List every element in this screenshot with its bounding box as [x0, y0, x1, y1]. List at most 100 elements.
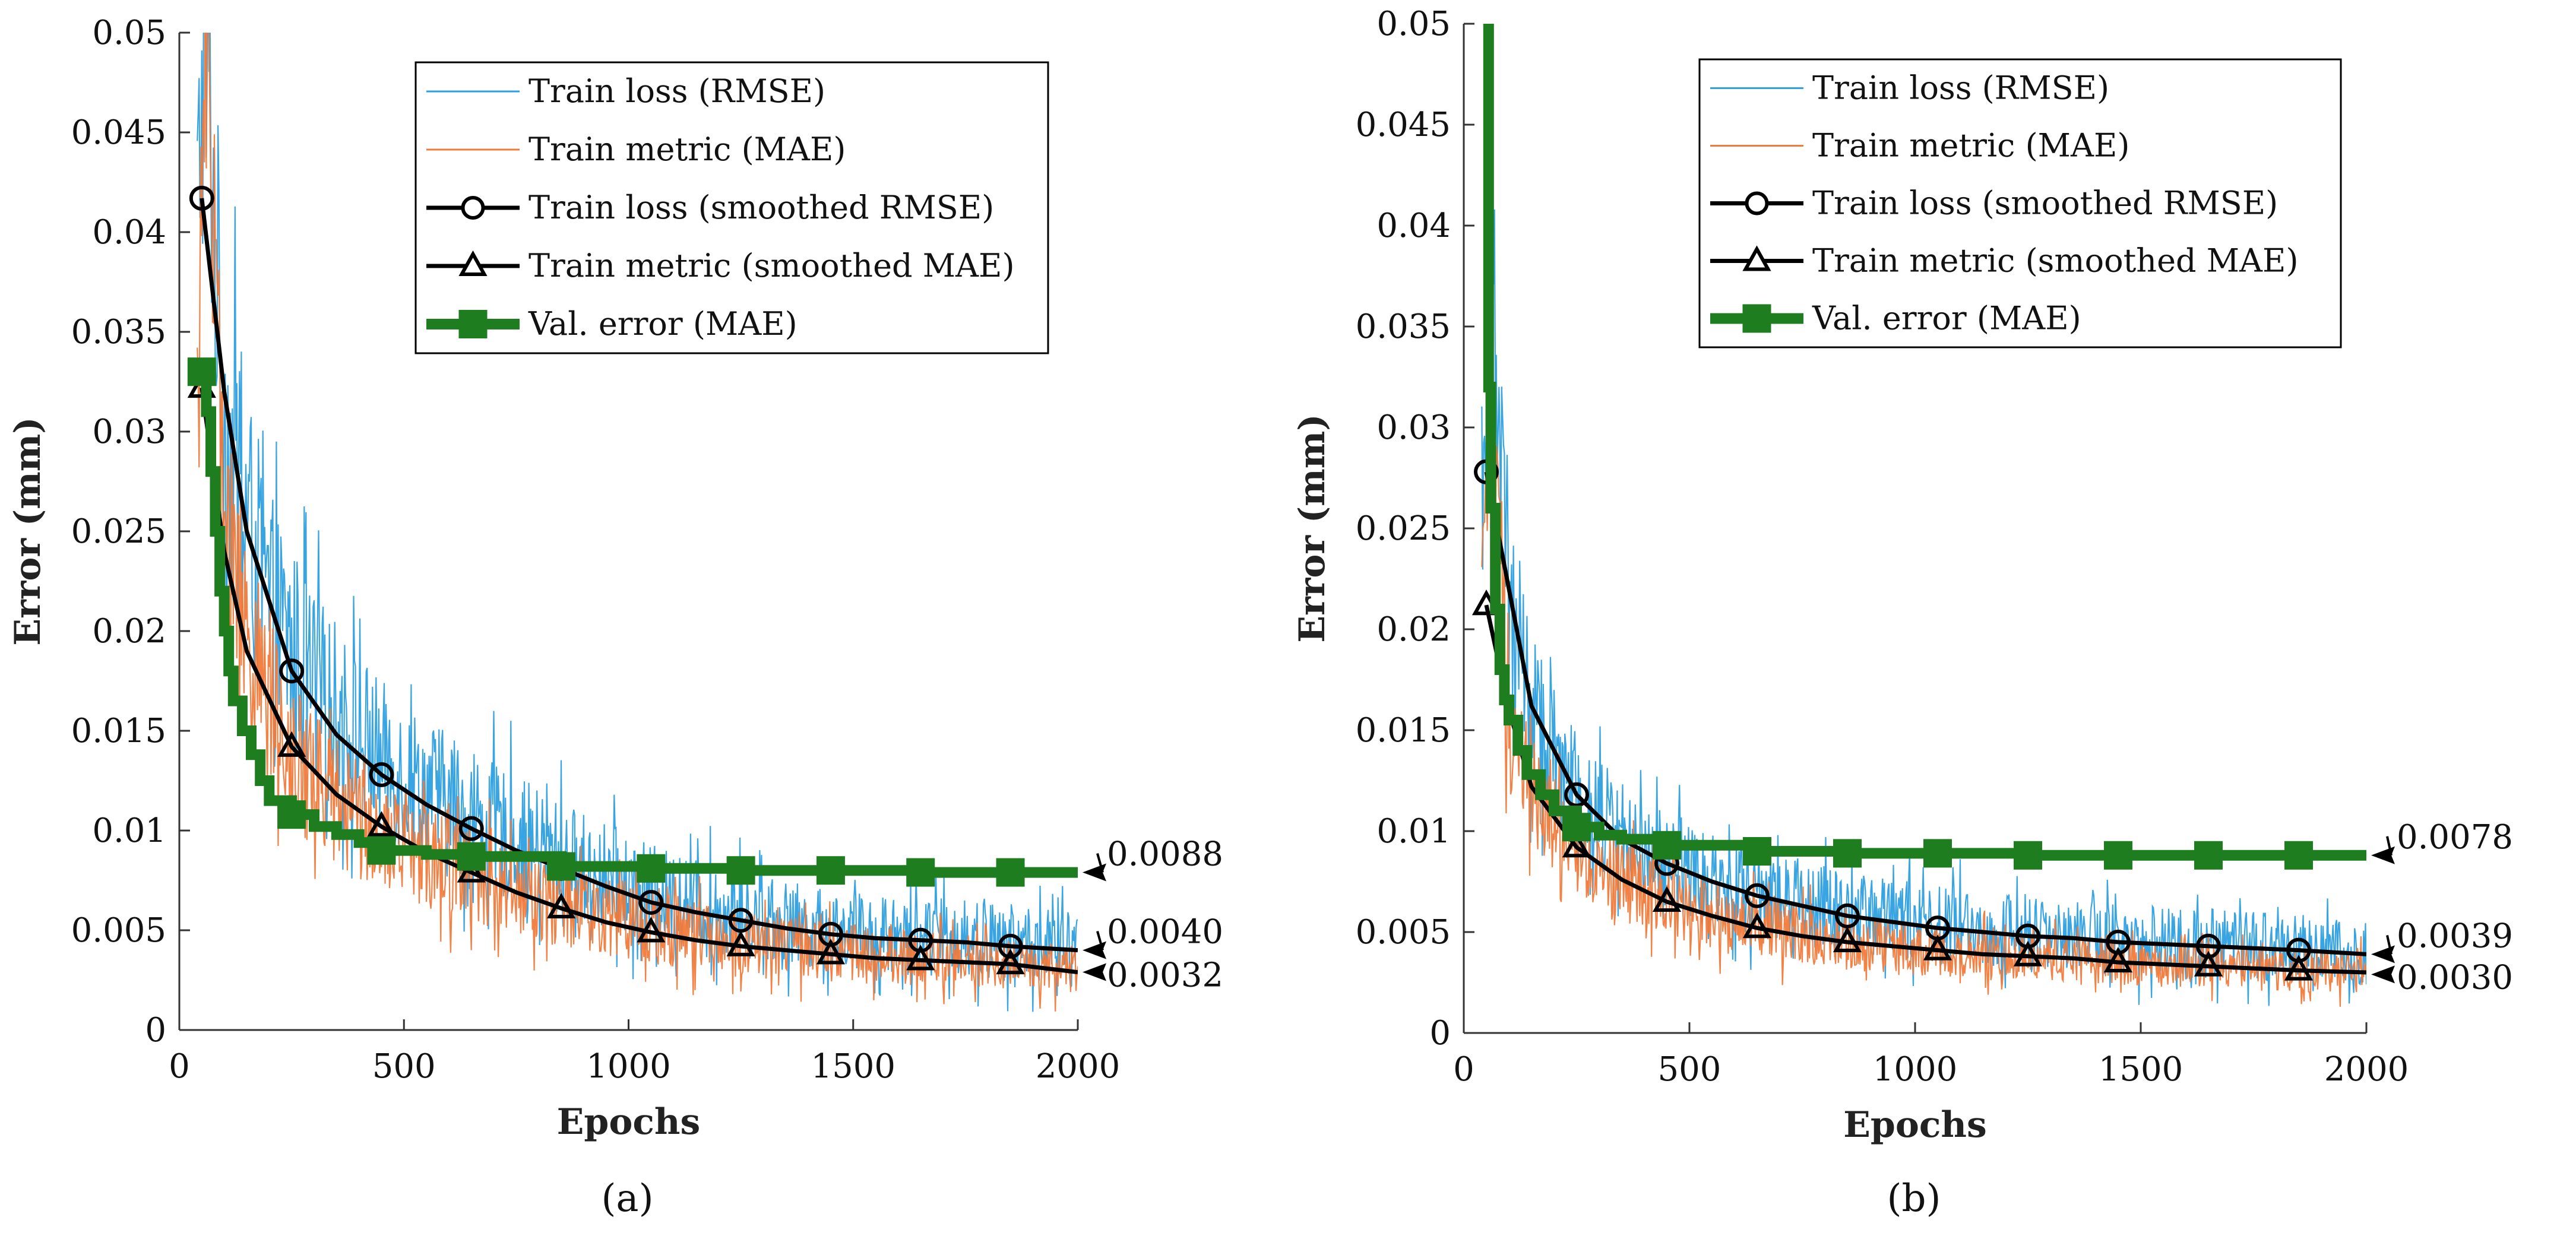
marker-square — [637, 854, 666, 883]
annotation-arrowhead — [2371, 965, 2395, 984]
marker-square — [2284, 841, 2313, 870]
y-tick-label: 0.005 — [71, 911, 166, 950]
annotation-label: 0.0088 — [1107, 835, 1223, 874]
marker-triangle — [2194, 950, 2223, 977]
annotation-label: 0.0032 — [1107, 956, 1223, 995]
x-axis-label: Epochs — [557, 1101, 701, 1143]
legend-box — [414, 61, 1049, 354]
annotation-arrowhead — [1083, 941, 1106, 959]
x-tick-label: 1500 — [2099, 1050, 2183, 1089]
y-tick-label: 0.045 — [71, 113, 166, 152]
plot-area — [1471, 24, 2366, 1007]
marker-circle — [279, 658, 305, 684]
panel-caption: (b) — [1887, 1177, 1941, 1221]
marker-circle — [189, 185, 214, 211]
y-tick-label: 0.01 — [92, 812, 166, 850]
marker-triangle — [2013, 940, 2043, 966]
marker-square — [1743, 837, 1771, 866]
series-line-train-loss-rmse — [1481, 188, 2366, 1006]
x-tick-label: 0 — [169, 1047, 190, 1086]
series-line-train-metric-smoothed-mae — [1484, 604, 2366, 975]
marker-square — [187, 357, 216, 386]
legend-marker-square — [1742, 304, 1771, 333]
x-tick-label: 2000 — [1036, 1047, 1121, 1086]
annotation-label: 0.0078 — [2397, 818, 2513, 857]
series-line-train-metric-mae — [1481, 276, 2366, 1007]
series-line-train-metric-smoothed-mae — [200, 387, 1078, 975]
marker-triangle — [906, 945, 935, 971]
legend-marker-square — [458, 310, 488, 338]
plot-area — [187, 33, 1078, 1012]
y-tick-label: 0.015 — [1356, 711, 1451, 750]
y-tick-label: 0.05 — [92, 14, 166, 52]
legend-label: Train metric (smoothed MAE) — [529, 247, 1015, 284]
marker-square — [816, 856, 845, 885]
marker-circle — [638, 889, 664, 915]
legend-marker-circle — [1745, 191, 1769, 215]
marker-square — [547, 852, 576, 881]
annotation-label: 0.0030 — [2397, 958, 2513, 997]
x-axis-label: Epochs — [1843, 1104, 1987, 1146]
marker-triangle — [637, 917, 666, 943]
legend: Train loss (RMSE) Train metric (MAE) Train… — [1698, 58, 2342, 348]
y-tick-label: 0 — [145, 1011, 166, 1050]
series-line-train-loss-smoothed-rmse — [200, 198, 1078, 953]
legend-marker-triangle — [458, 250, 488, 276]
panel-a: 0 0.005 0.01 0.015 0.02 0.025 0.03 0.035 0.04 0.0… — [7, 14, 1223, 1221]
y-tick-label: 0 — [1429, 1014, 1451, 1053]
y-tick-label: 0.015 — [71, 712, 166, 750]
marker-triangle — [1742, 912, 1772, 939]
x-tick-label: 2000 — [2324, 1050, 2409, 1089]
annotation-arrowhead — [2371, 945, 2395, 964]
legend-marker-circle — [461, 196, 485, 220]
y-tick-label: 0.04 — [92, 213, 166, 252]
y-tick-label: 0.025 — [1356, 509, 1451, 548]
panel-b: 0 0.005 0.01 0.015 0.02 0.025 0.03 0.035 0.04 0.0… — [1292, 5, 2513, 1221]
marker-triangle — [996, 948, 1025, 975]
marker-square — [1923, 839, 1952, 868]
marker-triangle — [1833, 926, 1862, 952]
marker-square — [1562, 813, 1591, 842]
x-tick-label: 1000 — [586, 1047, 671, 1086]
legend-marker-triangle — [1742, 245, 1771, 271]
y-tick-label: 0.01 — [1376, 812, 1451, 851]
marker-square — [906, 858, 935, 887]
legend-label: Train loss (smoothed RMSE) — [529, 189, 994, 226]
marker-circle — [1835, 903, 1860, 928]
series-line-train-loss-smoothed-rmse — [1484, 471, 2366, 956]
y-tick-label: 0.02 — [1376, 610, 1451, 649]
legend-label: Train metric (MAE) — [1812, 127, 2129, 164]
marker-triangle — [367, 811, 396, 837]
marker-square — [2014, 841, 2042, 870]
y-tick-label: 0.03 — [92, 413, 166, 451]
marker-triangle — [1923, 934, 1952, 961]
marker-triangle — [726, 930, 755, 956]
annotation-arrowhead — [1083, 963, 1106, 981]
legend-label: Train loss (RMSE) — [529, 72, 825, 110]
marker-square — [996, 858, 1025, 887]
marker-square — [1833, 839, 1862, 868]
marker-triangle — [1652, 886, 1682, 912]
legend-label: Val. error (MAE) — [1812, 300, 2081, 337]
y-tick-label: 0.045 — [1356, 106, 1451, 144]
marker-triangle — [816, 939, 846, 965]
annotation-label: 0.0039 — [2397, 917, 2513, 955]
annotation-arrowhead — [1083, 863, 1106, 882]
marker-square — [2194, 841, 2223, 870]
y-axis-label: Error (mm) — [7, 417, 49, 645]
x-tick-label: 1000 — [1873, 1050, 1958, 1089]
x-tick-label: 0 — [1453, 1050, 1474, 1089]
x-tick-label: 500 — [372, 1047, 436, 1086]
marker-circle — [1564, 782, 1589, 807]
legend-label: Train loss (RMSE) — [1812, 69, 2109, 107]
x-tick-label: 1500 — [811, 1047, 895, 1086]
marker-circle — [1745, 883, 1770, 908]
marker-square — [1653, 831, 1681, 860]
y-tick-label: 0.05 — [1376, 5, 1451, 43]
panel-caption: (a) — [601, 1177, 653, 1221]
marker-square — [367, 836, 396, 865]
y-tick-label: 0.025 — [71, 512, 166, 551]
marker-circle — [369, 762, 394, 787]
legend: Train loss (RMSE) Train metric (MAE) Train… — [414, 61, 1049, 354]
y-tick-label: 0.04 — [1376, 207, 1451, 245]
